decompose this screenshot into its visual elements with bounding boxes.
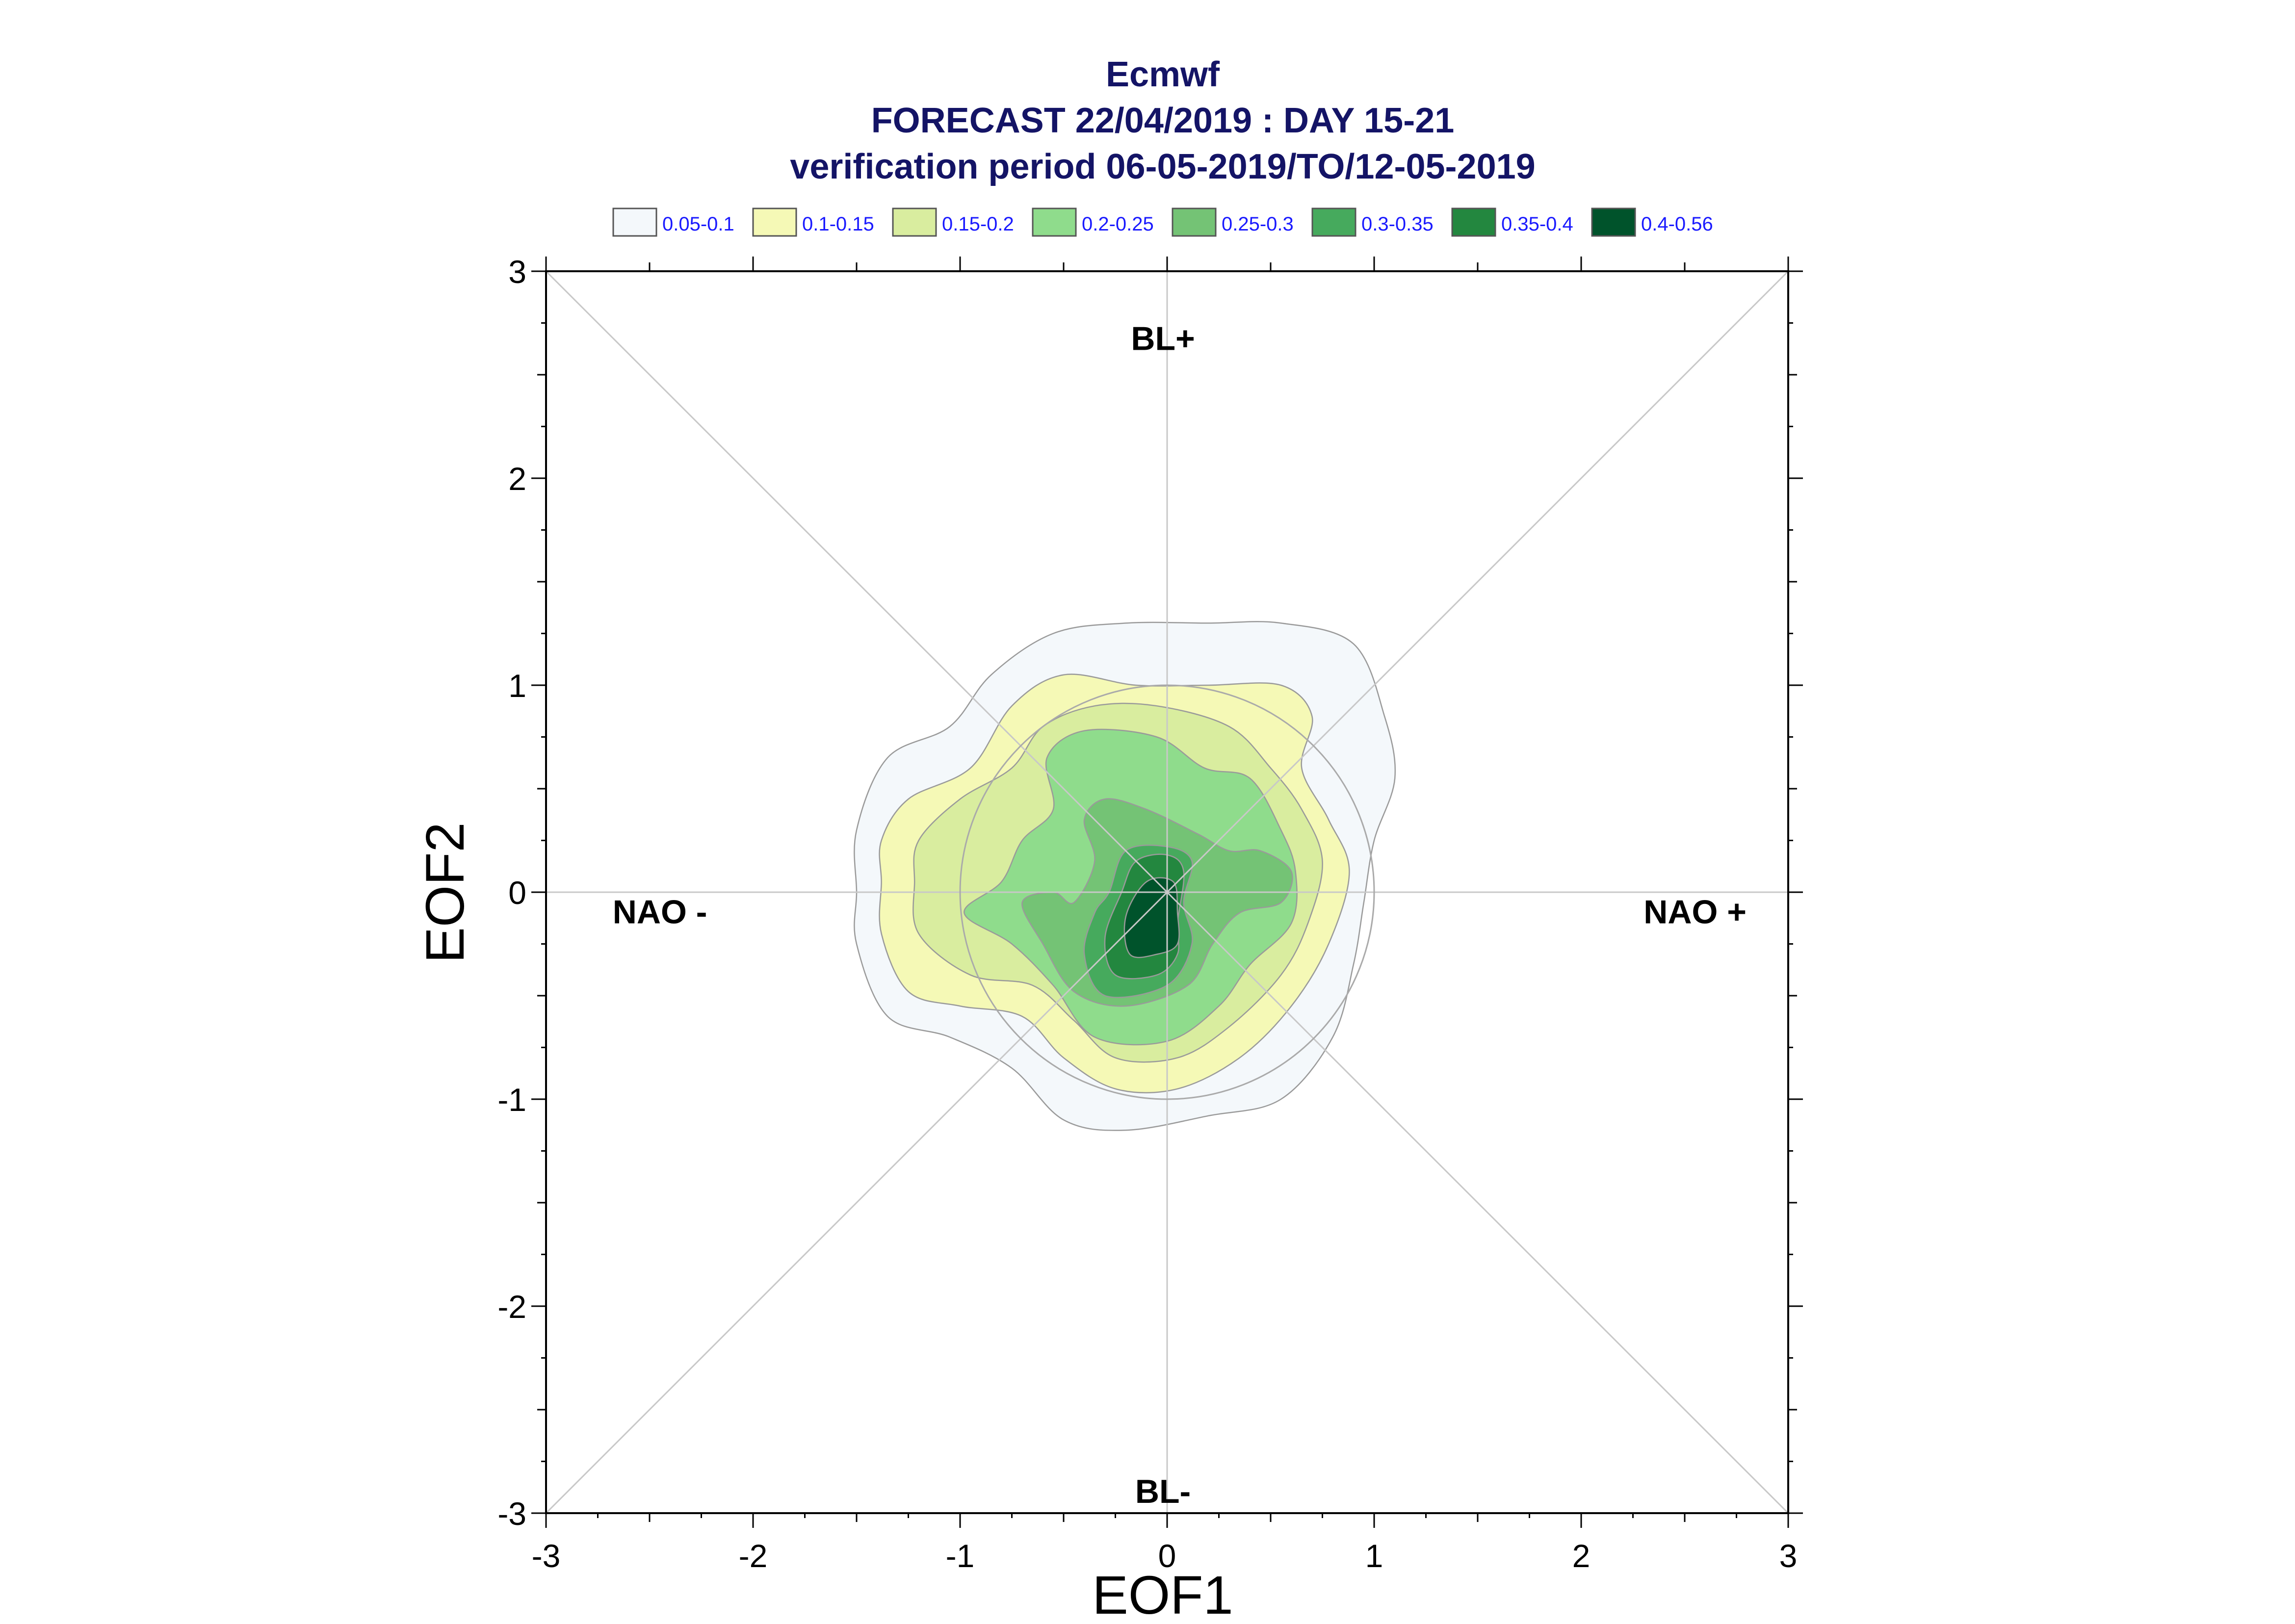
legend-swatch [892, 207, 937, 237]
legend-label: 0.3-0.35 [1361, 213, 1434, 235]
legend-swatch [1451, 207, 1496, 237]
legend-swatch [1311, 207, 1356, 237]
legend-label: 0.35-0.4 [1501, 213, 1573, 235]
region-label: NAO + [1643, 893, 1747, 930]
y-axis-label: EOF2 [415, 822, 475, 963]
x-tick-label: 3 [1779, 1538, 1798, 1574]
region-label: NAO - [613, 893, 707, 930]
legend-label: 0.4-0.56 [1641, 213, 1713, 235]
region-label: BL- [1135, 1473, 1191, 1510]
y-tick-label: 2 [508, 461, 526, 497]
x-tick-label: -1 [946, 1538, 975, 1574]
plot-area: -3 -2 -1 0 1 2 3 3 2 1 0 -1 -2 -3 BL+ BL- NAO - NAO + [497, 254, 1803, 1574]
region-label: BL+ [1131, 320, 1195, 357]
legend-label: 0.05-0.1 [662, 213, 734, 235]
x-tick-label: 2 [1572, 1538, 1591, 1574]
x-tick-label: 0 [1158, 1538, 1176, 1574]
legend-swatch [1591, 207, 1636, 237]
legend-label: 0.15-0.2 [942, 213, 1014, 235]
unit-circle [959, 684, 1375, 1100]
legend-label: 0.2-0.25 [1082, 213, 1154, 235]
y-tick-label: -3 [497, 1495, 526, 1532]
x-tick-label: 1 [1365, 1538, 1383, 1574]
legend-label: 0.1-0.15 [802, 213, 874, 235]
legend: 0.05-0.1 0.1-0.15 0.15-0.2 0.2-0.25 0.25-0.3… [612, 207, 1713, 237]
x-tick-label: -3 [532, 1538, 561, 1574]
y-tick-label: -2 [497, 1289, 526, 1325]
y-tick-label: 3 [508, 254, 526, 290]
y-tick-label: -1 [497, 1082, 526, 1118]
legend-swatch [752, 207, 797, 237]
legend-label: 0.25-0.3 [1222, 213, 1294, 235]
title-line-2: FORECAST 22/04/2019 : DAY 15-21 [871, 101, 1455, 140]
title-line-3: verification period 06-05-2019/TO/12-05-… [790, 147, 1535, 186]
x-tick-label: -2 [739, 1538, 768, 1574]
y-tick-label: 0 [508, 875, 526, 911]
legend-swatch [1032, 207, 1077, 237]
legend-swatch [1172, 207, 1217, 237]
y-tick-label: 1 [508, 668, 526, 704]
legend-swatch [612, 207, 657, 237]
title-line-1: Ecmwf [1106, 55, 1220, 94]
x-axis-label: EOF1 [1092, 1565, 1233, 1624]
